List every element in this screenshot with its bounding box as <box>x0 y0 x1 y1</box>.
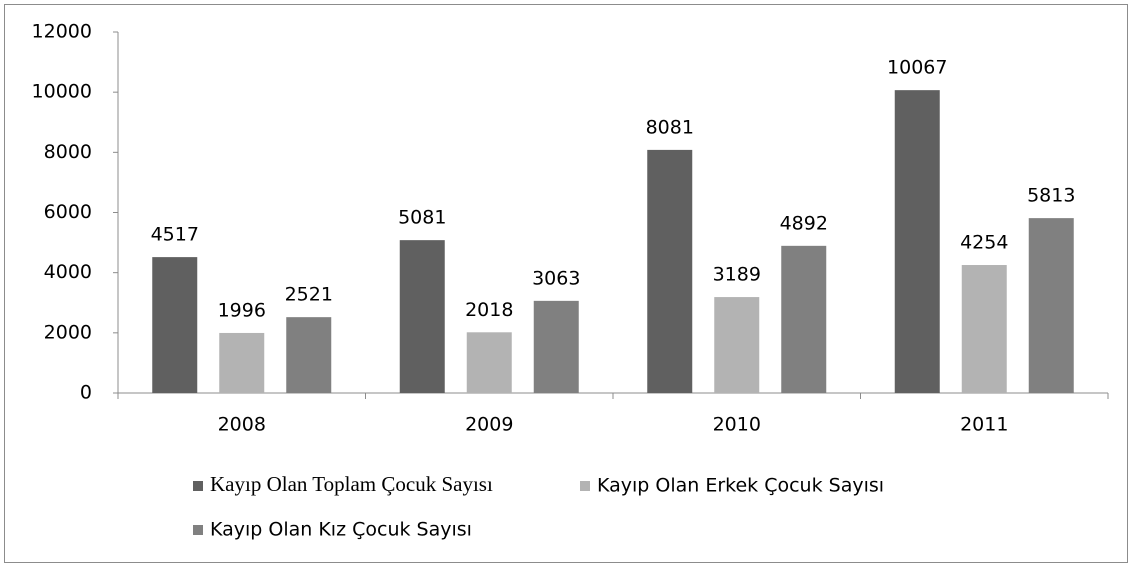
data-label: 5081 <box>398 207 446 229</box>
bar <box>894 90 940 393</box>
data-label: 2521 <box>285 284 333 306</box>
data-label: 4517 <box>151 224 199 246</box>
bar <box>466 332 512 393</box>
data-label: 3189 <box>713 264 761 286</box>
y-tick-label: 12000 <box>32 21 92 43</box>
x-tick-label: 2011 <box>960 414 1008 436</box>
legend-label: Kayıp Olan Kız Çocuk Sayısı <box>210 519 472 541</box>
bar <box>219 332 265 393</box>
bar <box>286 317 332 393</box>
bar <box>152 257 198 393</box>
bar <box>647 149 693 393</box>
legend-swatch <box>193 525 203 535</box>
bar <box>714 297 760 393</box>
legend-label: Kayıp Olan Erkek Çocuk Sayısı <box>597 475 884 497</box>
y-tick-label: 10000 <box>32 81 92 103</box>
legend-swatch <box>193 481 203 491</box>
y-tick-label: 4000 <box>44 261 92 283</box>
y-tick-label: 0 <box>80 382 92 404</box>
data-label: 1996 <box>218 299 266 321</box>
data-label: 3063 <box>532 267 580 289</box>
y-tick-label: 2000 <box>44 321 92 343</box>
x-tick-label: 2009 <box>465 414 513 436</box>
bar <box>1028 218 1074 393</box>
legend-label: Kayıp Olan Toplam Çocuk Sayısı <box>210 472 493 496</box>
legend-swatch <box>580 481 590 491</box>
data-label: 10067 <box>887 57 947 79</box>
bar <box>533 300 579 393</box>
data-label: 8081 <box>646 116 694 138</box>
bar <box>399 240 445 393</box>
y-tick-label: 6000 <box>44 201 92 223</box>
bar <box>781 245 827 393</box>
x-tick-label: 2010 <box>713 414 761 436</box>
y-tick-label: 8000 <box>44 141 92 163</box>
x-tick-label: 2008 <box>218 414 266 436</box>
data-label: 2018 <box>465 299 513 321</box>
data-label: 5813 <box>1027 185 1075 207</box>
bar <box>961 265 1007 393</box>
data-label: 4892 <box>780 212 828 234</box>
data-label: 4254 <box>960 232 1008 254</box>
